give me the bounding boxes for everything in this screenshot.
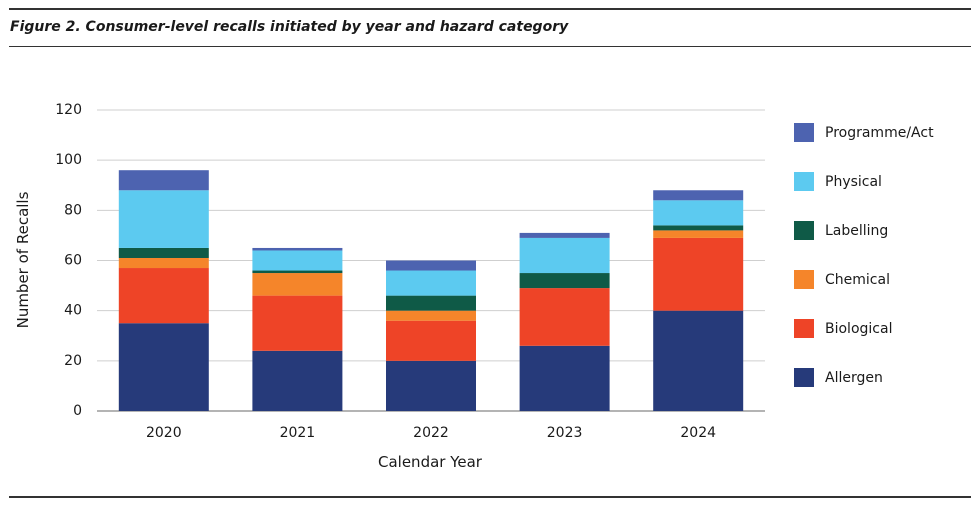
bar-2020-labelling <box>118 247 209 258</box>
bar-2023-labelling <box>519 273 610 289</box>
y-tick-label: 0 <box>73 403 82 419</box>
bar-2021-labelling <box>252 270 343 274</box>
bar-2020-physical <box>118 190 209 248</box>
bar-2022-allergen <box>386 360 476 411</box>
bar-2022-programme-act <box>386 260 476 271</box>
bar-2020-chemical <box>118 257 209 269</box>
title-rule <box>9 46 971 47</box>
bar-2024-physical <box>653 200 744 226</box>
legend-label: Allergen <box>825 370 883 386</box>
y-tick-labels: 0 20 40 60 80 100 120 <box>55 102 82 419</box>
bar-2022-physical <box>386 270 476 296</box>
y-tick-label: 40 <box>64 303 82 319</box>
x-tick-label: 2021 <box>280 425 316 441</box>
bar-2020-biological <box>118 268 209 324</box>
y-tick-label: 80 <box>64 202 82 218</box>
legend-swatch-allergen <box>794 368 814 387</box>
x-tick-labels: 2020 2021 2022 2023 2024 <box>146 425 716 441</box>
bar-2022-chemical <box>386 310 476 321</box>
legend-label: Biological <box>825 321 892 337</box>
legend-swatch-physical <box>794 172 814 191</box>
x-tick-label: 2022 <box>413 425 449 441</box>
bar-2020-allergen <box>118 323 209 411</box>
y-axis-title: Number of Recalls <box>14 191 32 328</box>
bar-2023-allergen <box>519 345 610 411</box>
x-axis-title: Calendar Year <box>378 453 483 471</box>
y-tick-label: 60 <box>64 253 82 269</box>
bar-2024-chemical <box>653 230 744 238</box>
bar-2023-physical <box>519 237 610 274</box>
bar-2024-programme-act <box>653 190 744 201</box>
top-rule <box>9 8 971 10</box>
x-tick-label: 2020 <box>146 425 182 441</box>
x-tick-label: 2023 <box>547 425 583 441</box>
bar-2021-physical <box>252 250 343 271</box>
bar-2022-biological <box>386 320 476 361</box>
bar-2024-biological <box>653 237 744 311</box>
bar-2022-labelling <box>386 295 476 311</box>
bar-2024-labelling <box>653 225 744 231</box>
bar-2021-biological <box>252 295 343 351</box>
y-tick-label: 120 <box>55 102 82 118</box>
legend-label: Physical <box>825 174 882 190</box>
bar-2021-allergen <box>252 350 343 411</box>
bars <box>118 170 744 411</box>
bottom-rule <box>9 496 971 498</box>
bar-2021-chemical <box>252 273 343 296</box>
legend-label: Labelling <box>825 223 888 239</box>
bar-2020-programme-act <box>118 170 209 191</box>
x-tick-label: 2024 <box>680 425 716 441</box>
figure-title: Figure 2. Consumer-level recalls initiat… <box>10 19 569 35</box>
bar-2023-biological <box>519 288 610 346</box>
y-tick-label: 100 <box>55 152 82 168</box>
legend-label: Programme/Act <box>825 125 934 141</box>
bar-2023-programme-act <box>519 232 610 238</box>
legend-label: Chemical <box>825 272 890 288</box>
legend: Programme/Act Physical Labelling Chemical Bi… <box>794 123 934 387</box>
bar-2024-allergen <box>653 310 744 411</box>
legend-swatch-programme-act <box>794 123 814 142</box>
bar-2021-programme-act <box>252 247 343 251</box>
y-tick-label: 20 <box>64 353 82 369</box>
legend-swatch-biological <box>794 319 814 338</box>
legend-swatch-labelling <box>794 221 814 240</box>
legend-swatch-chemical <box>794 270 814 289</box>
